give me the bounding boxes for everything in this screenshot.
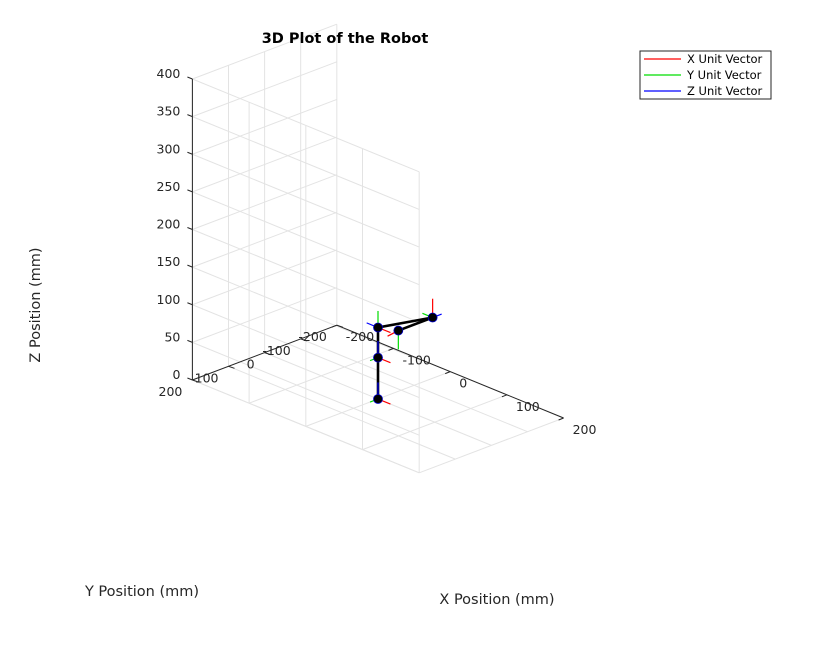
- grid-line: [192, 174, 337, 230]
- z-tick-mark: [187, 189, 193, 193]
- y-tick-mark: [336, 324, 343, 328]
- grid-line: [228, 365, 456, 460]
- grid-line: [192, 304, 420, 399]
- grid-line: [192, 116, 420, 210]
- grid-layer: [191, 23, 564, 474]
- x-axis-label: X Position (mm): [439, 592, 554, 608]
- grid-line: [192, 229, 420, 323]
- x-tick-mark: [388, 347, 394, 351]
- grid-line: [192, 78, 420, 173]
- robot-link: [376, 316, 434, 329]
- grid-line: [192, 191, 420, 286]
- z-tick-mark: [187, 264, 193, 268]
- grid-line: [192, 61, 337, 118]
- z-tick-label: 400: [157, 66, 181, 81]
- x-tick-label: -200: [346, 329, 374, 344]
- x-tick-mark: [331, 324, 337, 328]
- joint-marker: [373, 394, 383, 404]
- grid-line: [192, 379, 420, 474]
- y-tick-mark: [264, 352, 271, 356]
- y-tick-label: 0: [247, 357, 255, 372]
- grid-line: [192, 211, 337, 268]
- z-tick-mark: [187, 114, 193, 118]
- z-tick-mark: [187, 227, 193, 230]
- legend-entry: Z Unit Vector: [687, 84, 763, 98]
- grid-line: [192, 23, 337, 80]
- z-tick-label: 200: [157, 217, 181, 232]
- grid-line: [192, 136, 337, 193]
- x-tick-label: 200: [573, 422, 597, 437]
- y-tick-mark: [228, 365, 235, 369]
- joint-marker: [427, 312, 438, 323]
- grid-line: [192, 153, 420, 248]
- z-tick-label: 300: [157, 141, 181, 156]
- x-tick-mark: [501, 394, 508, 398]
- grid-line: [192, 287, 337, 343]
- z-tick-mark: [187, 377, 193, 381]
- z-tick-mark: [187, 76, 193, 80]
- z-tick-label: 100: [157, 292, 181, 307]
- grid-line: [192, 249, 337, 306]
- joint-marker: [373, 322, 383, 333]
- z-tick-label: 250: [157, 179, 181, 194]
- tick-labels: -200 -100 0 100 200 -200 -100 0 100 200 0 50 100 150 2…: [157, 66, 597, 437]
- z-tick-mark: [187, 302, 193, 306]
- y-axis-line: [192, 324, 337, 381]
- x-tick-mark: [445, 371, 451, 375]
- grid-line: [192, 341, 420, 436]
- z-tick-label: 350: [157, 104, 181, 119]
- x-tick-label: 100: [516, 399, 540, 414]
- y-tick-label: 100: [195, 370, 219, 385]
- legend-entry: Y Unit Vector: [686, 68, 762, 82]
- grid-line: [192, 98, 337, 155]
- legend-entry: X Unit Vector: [687, 52, 763, 66]
- y-tick-label: 200: [159, 384, 183, 399]
- legend: X Unit Vector Y Unit Vector Z Unit Vector: [639, 50, 772, 100]
- x-tick-label: -100: [403, 352, 431, 367]
- z-tick-label: 150: [157, 254, 181, 269]
- joint-marker: [373, 352, 383, 363]
- grid-line: [300, 338, 528, 433]
- joint-marker: [393, 325, 404, 336]
- z-tick-mark: [187, 339, 193, 343]
- y-tick-label: -100: [262, 343, 290, 358]
- z-axis-label: Z Position (mm): [28, 247, 44, 362]
- y-tick-label: -200: [298, 329, 326, 344]
- grid-line: [192, 266, 420, 361]
- robot-data: [366, 298, 442, 405]
- y-tick-mark: [300, 338, 307, 342]
- x-tick-mark: [558, 417, 564, 421]
- robot-link: [397, 316, 434, 332]
- z-tick-label: 50: [164, 329, 180, 344]
- chart-title: 3D Plot of the Robot: [262, 31, 429, 47]
- x-tick-label: 0: [459, 376, 467, 391]
- y-tick-mark: [192, 379, 199, 383]
- z-tick-label: 0: [172, 367, 180, 382]
- y-axis-label: Y Position (mm): [84, 584, 199, 600]
- z-tick-mark: [187, 151, 193, 155]
